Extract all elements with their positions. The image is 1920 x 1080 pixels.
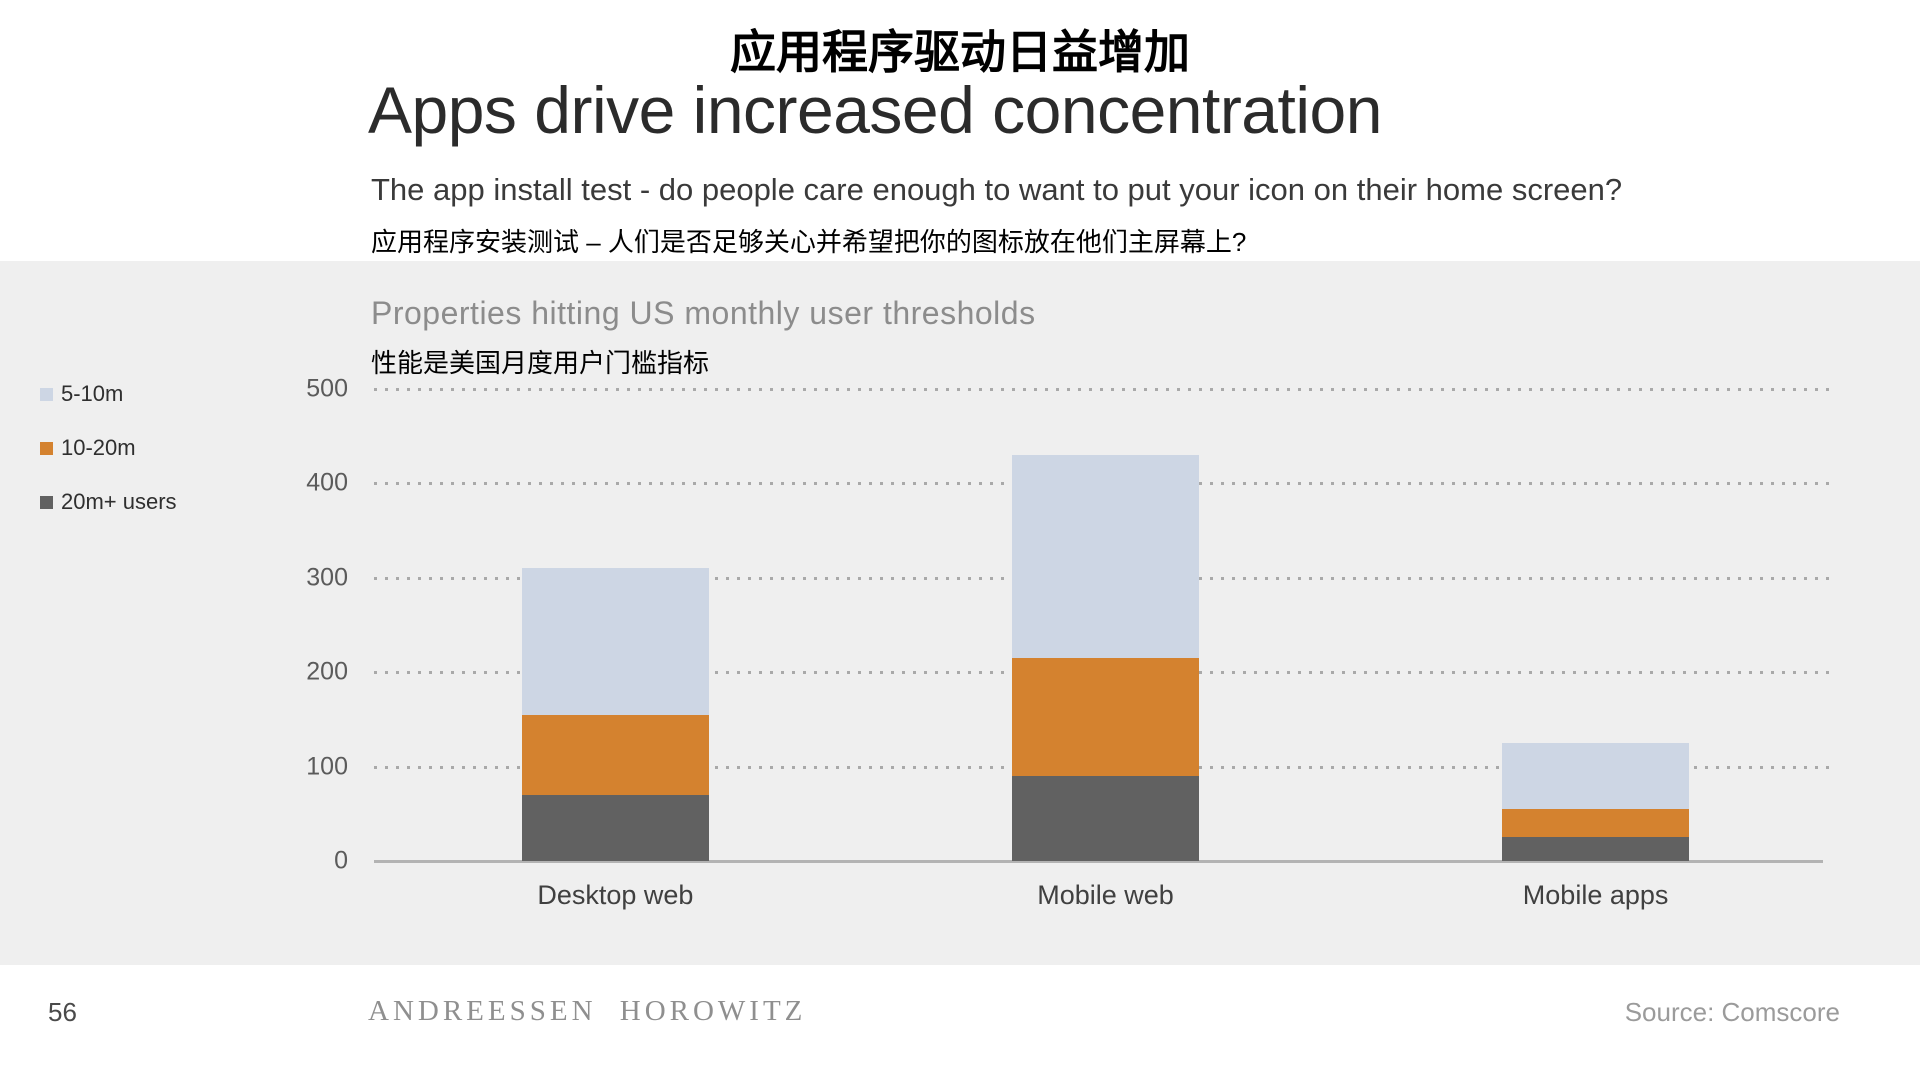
gridline xyxy=(374,388,1837,391)
y-axis-tick-label: 300 xyxy=(306,563,348,592)
bar-segment-20m-users xyxy=(1011,776,1200,861)
page-number: 56 xyxy=(48,997,77,1027)
bar-segment-5-10m xyxy=(521,568,709,715)
x-axis-category-label: Desktop web xyxy=(537,880,694,910)
legend-item: 5-10m xyxy=(40,381,177,407)
y-axis-tick-label: 500 xyxy=(306,374,348,403)
slide-footer: 56 ANDREESSEN HOROWITZ Source: Comscore xyxy=(0,965,1920,1080)
y-axis-tick-label: 200 xyxy=(306,657,348,686)
y-axis-tick-label: 400 xyxy=(306,468,348,497)
bar-segment-10-20m xyxy=(1501,809,1690,838)
bar-mobile-apps xyxy=(1501,389,1690,861)
bar-segment-5-10m xyxy=(1501,743,1690,810)
legend-label: 5-10m xyxy=(61,381,124,406)
slide-subtitle-zh: 应用程序安装测试 – 人们是否足够关心并希望把你的图标放在他们主屏幕上? xyxy=(371,227,1247,257)
slide-title-zh: 应用程序驱动日益增加 xyxy=(730,26,1190,78)
legend-item: 10-20m xyxy=(40,435,177,461)
legend-label: 20m+ users xyxy=(61,489,177,514)
x-axis-category-label: Mobile apps xyxy=(1522,880,1669,910)
chart-legend: 5-10m 10-20m 20m+ users xyxy=(40,381,177,543)
x-axis-line xyxy=(374,860,1823,863)
bar-segment-20m-users xyxy=(521,794,709,861)
legend-swatch-icon xyxy=(40,495,53,509)
y-axis-tick-label: 0 xyxy=(334,846,348,875)
bar-segment-20m-users xyxy=(1501,837,1690,861)
y-axis: 0 100 200 300 400 500 xyxy=(230,375,348,875)
slide-title-en: Apps drive increased concentration xyxy=(368,73,1382,147)
x-axis-labels: Desktop web Mobile web Mobile apps xyxy=(374,880,1837,920)
legend-item: 20m+ users xyxy=(40,489,177,515)
chart-title-zh: 性能是美国月度用户门槛指标 xyxy=(371,348,710,378)
x-axis-category-label: Mobile web xyxy=(1037,880,1174,910)
y-axis-tick-label: 100 xyxy=(306,752,348,781)
bar-mobile-web xyxy=(1011,389,1200,861)
bar-segment-10-20m xyxy=(1011,658,1200,777)
legend-label: 10-20m xyxy=(61,435,136,460)
bar-segment-10-20m xyxy=(521,714,709,795)
brand-logo: ANDREESSEN HOROWITZ xyxy=(368,995,807,1027)
chart-title: Properties hitting US monthly user thres… xyxy=(371,295,1036,331)
legend-swatch-icon xyxy=(40,441,53,455)
plot-area xyxy=(374,388,1837,863)
bar-desktop-web xyxy=(521,389,709,861)
chart-panel: Properties hitting US monthly user thres… xyxy=(0,261,1920,965)
bar-segment-5-10m xyxy=(1011,455,1200,659)
slide-subtitle-en: The app install test - do people care en… xyxy=(371,172,1623,207)
legend-swatch-icon xyxy=(40,387,53,401)
source-credit: Source: Comscore xyxy=(1624,997,1840,1027)
